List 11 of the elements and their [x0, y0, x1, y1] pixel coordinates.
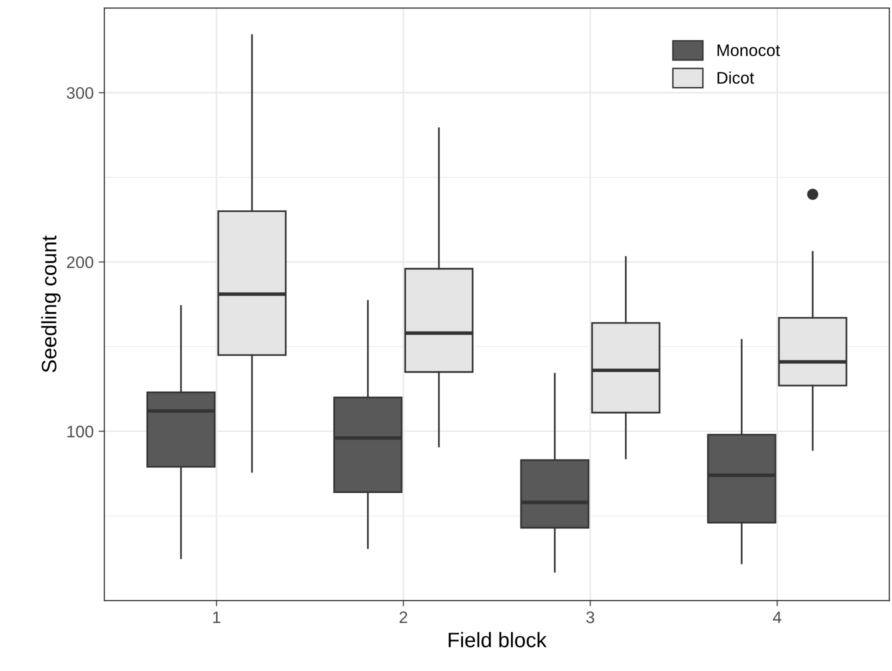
legend-label: Dicot [718, 72, 754, 84]
x-tick-label: 1 [213, 612, 220, 624]
y-tick-label: 200 [66, 256, 94, 268]
x-axis-title: Field block [448, 632, 547, 648]
y-tick-label: 300 [66, 87, 94, 99]
y-tick-label: 100 [67, 426, 94, 438]
x-tick-label: 2 [400, 611, 408, 624]
x-tick-label: 4 [772, 612, 782, 624]
x-tick-label: 3 [586, 611, 594, 624]
y-axis-title: Seedling count [41, 236, 61, 372]
legend-label: Monocot [718, 44, 780, 56]
